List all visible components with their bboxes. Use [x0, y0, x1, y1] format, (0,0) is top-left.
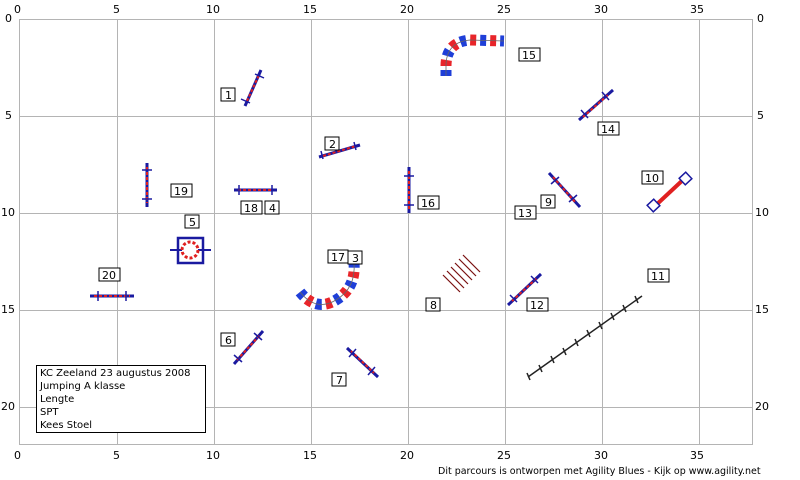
label-10: 10	[641, 170, 664, 185]
number-labels: 1 2 17 3 18 4 5 19 20 6 7 8 16 13 9 12 1…	[98, 47, 670, 387]
x-axis-top: 0 5 10 15 20 25 30 35	[14, 3, 704, 16]
label-text: 9	[545, 196, 552, 209]
x-tick-label: 20	[400, 3, 414, 16]
label-12: 12	[526, 297, 549, 312]
label-text: 2	[329, 138, 336, 151]
label-text: 16	[421, 197, 435, 210]
label-5: 5	[184, 214, 200, 229]
obstacle-jump-18-4	[234, 185, 277, 195]
y-tick-label: 5	[5, 109, 12, 122]
footer-credit: Dit parcours is ontworpen met Agility Bl…	[438, 466, 761, 477]
x-tick-label: 5	[113, 3, 120, 16]
label-text: 1	[225, 89, 232, 102]
label-text: 17	[331, 251, 345, 264]
obstacle-jump-9	[547, 171, 582, 209]
obstacle-jump-14	[578, 88, 614, 122]
label-11: 11	[647, 268, 670, 283]
label-6: 6	[220, 332, 236, 347]
x-tick-label: 10	[206, 3, 220, 16]
obstacle-jump-20	[90, 291, 134, 301]
y-tick-label: 15	[1, 303, 15, 316]
x-axis-bottom: 0 5 10 15 20 25 30 35	[14, 449, 704, 462]
course-info-box: KC Zeeland 23 augustus 2008 Jumping A kl…	[36, 365, 206, 433]
label-20: 20	[98, 267, 121, 282]
label-2: 2	[324, 136, 340, 151]
label-14: 14	[597, 121, 620, 136]
label-17: 17	[327, 249, 349, 264]
info-line: Jumping A klasse	[40, 381, 126, 392]
x-tick-label: 30	[594, 3, 608, 16]
label-text: 4	[269, 202, 276, 215]
label-text: 13	[518, 207, 532, 220]
label-text: 11	[651, 270, 665, 283]
label-text: 14	[601, 123, 615, 136]
obstacle-jump-1	[240, 69, 265, 107]
obstacle-jump-2	[318, 141, 361, 160]
label-9: 9	[540, 194, 556, 209]
label-text: 10	[645, 172, 659, 185]
label-text: 12	[530, 299, 544, 312]
obstacle-jump-10	[646, 171, 693, 213]
label-1: 1	[220, 87, 236, 102]
x-tick-label: 10	[206, 449, 220, 462]
label-19: 19	[170, 183, 193, 198]
x-tick-label: 25	[497, 449, 511, 462]
obstacle-weave-8	[442, 254, 481, 293]
label-7: 7	[331, 372, 347, 387]
label-13: 13	[514, 205, 537, 220]
y-axis-right: 0 5 10 15 20	[755, 12, 769, 413]
x-tick-label: 30	[594, 449, 608, 462]
y-tick-label: 10	[755, 206, 769, 219]
y-tick-label: 0	[5, 12, 12, 25]
x-tick-label: 0	[14, 449, 21, 462]
obstacle-jump-6	[232, 330, 265, 365]
x-tick-label: 20	[400, 449, 414, 462]
obstacle-tunnel-15	[440, 34, 505, 76]
y-tick-label: 15	[755, 303, 769, 316]
y-tick-label: 0	[757, 12, 764, 25]
x-tick-label: 25	[497, 3, 511, 16]
obstacle-tunnel-17-3	[295, 262, 360, 310]
label-18: 18	[240, 200, 263, 215]
obstacle-tyre-5	[170, 236, 211, 265]
info-line: KC Zeeland 23 augustus 2008	[40, 368, 191, 379]
x-tick-label: 0	[14, 3, 21, 16]
y-tick-label: 20	[755, 400, 769, 413]
obstacle-jump-12	[506, 272, 543, 307]
info-line: Kees Stoel	[40, 420, 93, 431]
label-text: 19	[174, 185, 188, 198]
y-tick-label: 5	[757, 109, 764, 122]
label-16: 16	[417, 195, 440, 210]
label-text: 3	[352, 252, 359, 265]
label-text: 8	[430, 299, 437, 312]
obstacle-jump-16	[404, 167, 414, 213]
y-axis-left: 0 5 10 15 20	[1, 12, 15, 413]
info-line: SPT	[40, 407, 59, 418]
x-tick-label: 5	[113, 449, 120, 462]
label-text: 6	[225, 334, 232, 347]
label-text: 20	[102, 269, 116, 282]
label-3: 3	[347, 250, 363, 265]
label-15: 15	[518, 47, 541, 62]
label-text: 5	[189, 216, 196, 229]
obstacle-dogwalk-11	[526, 295, 643, 381]
info-line: Lengte	[40, 394, 75, 405]
label-text: 18	[244, 202, 258, 215]
label-4: 4	[264, 200, 280, 215]
x-tick-label: 35	[690, 3, 704, 16]
label-text: 15	[522, 49, 536, 62]
label-text: 7	[336, 374, 343, 387]
x-tick-label: 15	[303, 449, 317, 462]
x-tick-label: 15	[303, 3, 317, 16]
y-tick-label: 20	[1, 400, 15, 413]
label-8: 8	[425, 297, 441, 312]
obstacle-jump-7	[345, 346, 380, 379]
obstacle-jump-19	[142, 163, 152, 207]
x-tick-label: 35	[690, 449, 704, 462]
y-tick-label: 10	[1, 206, 15, 219]
